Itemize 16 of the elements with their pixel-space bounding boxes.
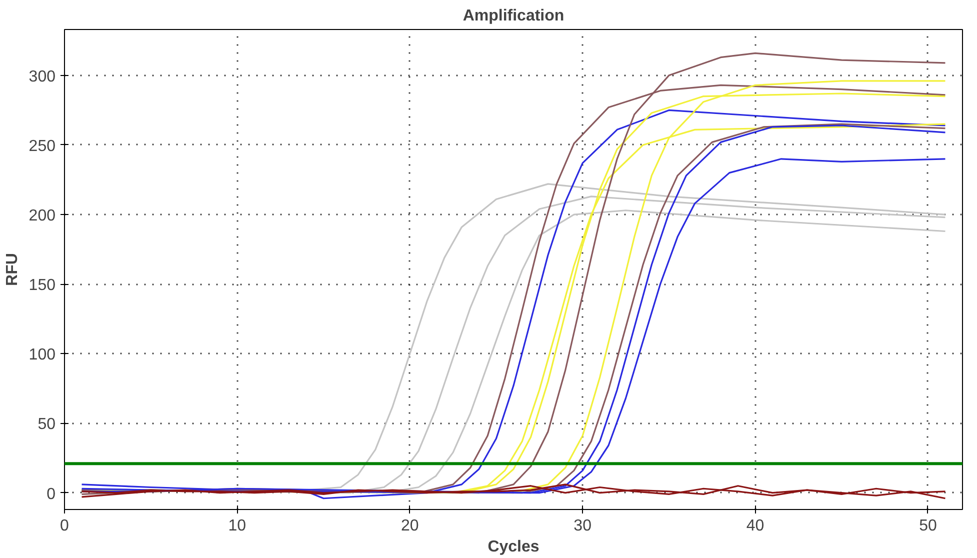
y-tick-label: 300 bbox=[28, 68, 56, 86]
y-tick-label: 100 bbox=[28, 346, 56, 364]
x-tick-label: 50 bbox=[919, 518, 937, 534]
x-tick-label: 30 bbox=[574, 518, 592, 534]
x-axis-title: Cycles bbox=[488, 538, 540, 556]
x-tick-label: 0 bbox=[60, 518, 70, 534]
y-tick-label: 150 bbox=[28, 277, 56, 294]
chart-title: Amplification bbox=[462, 8, 564, 24]
x-tick-label: 20 bbox=[400, 518, 419, 534]
y-axis-title: RFU bbox=[4, 253, 21, 286]
x-tick-label: 40 bbox=[746, 518, 764, 534]
x-tick-label: 10 bbox=[228, 518, 246, 534]
y-tick-label: 0 bbox=[46, 486, 56, 503]
y-tick-label: 50 bbox=[38, 416, 56, 434]
y-tick-label: 200 bbox=[28, 208, 56, 225]
y-tick-label: 250 bbox=[28, 138, 56, 155]
